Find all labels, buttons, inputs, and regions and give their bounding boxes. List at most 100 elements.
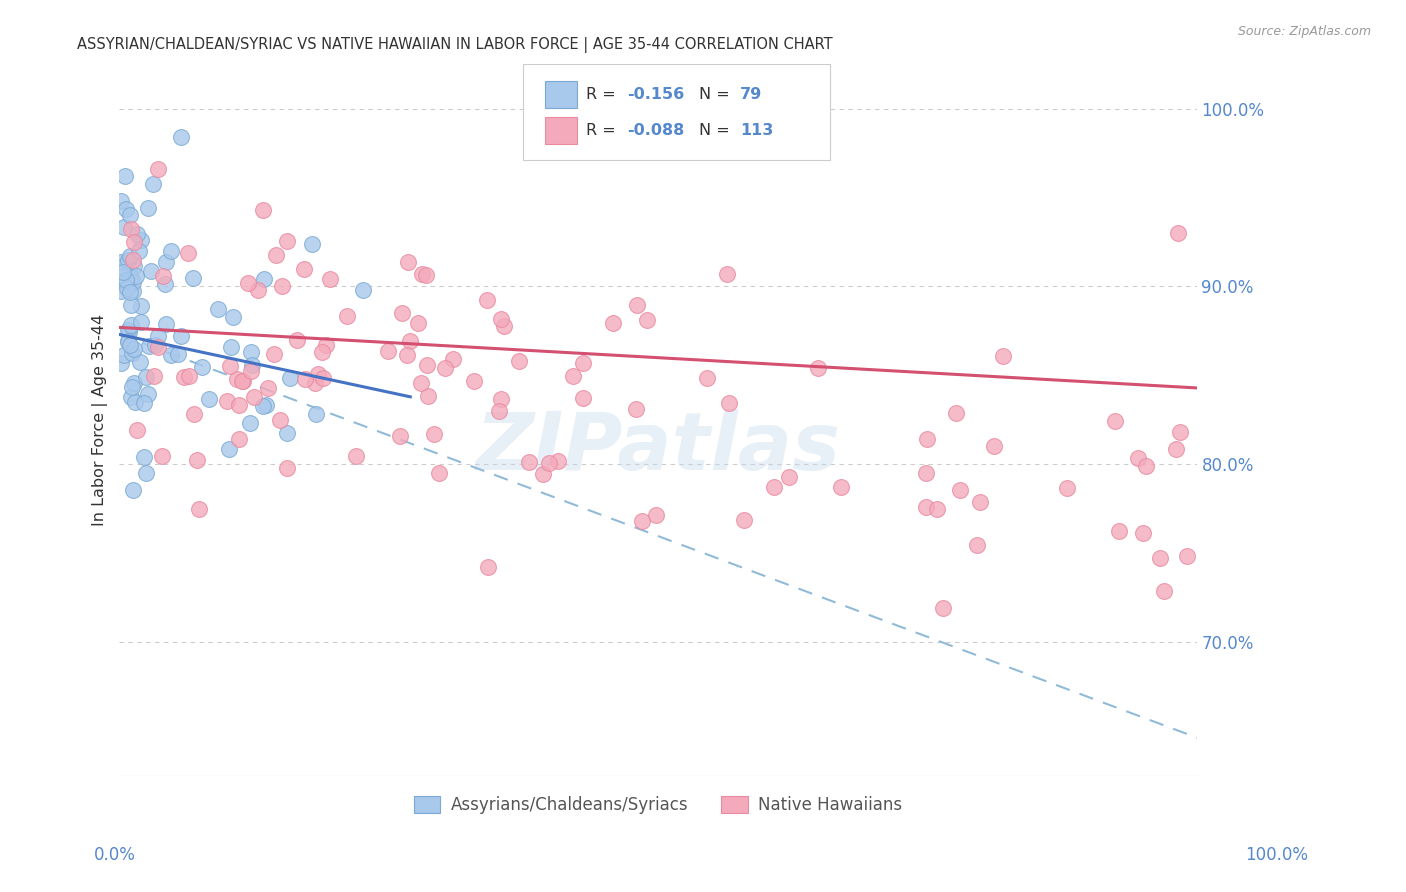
- Point: [915, 466, 938, 480]
- Point: [312, 371, 335, 385]
- Point: [488, 403, 510, 417]
- Point: [221, 310, 243, 325]
- Point: [118, 338, 141, 352]
- Point: [631, 514, 654, 528]
- Point: [121, 380, 143, 394]
- Point: [517, 455, 540, 469]
- Point: [121, 275, 143, 289]
- Point: [716, 267, 738, 281]
- Point: [416, 389, 439, 403]
- Point: [477, 560, 499, 574]
- Point: [253, 272, 276, 286]
- Point: [122, 483, 145, 497]
- Y-axis label: In Labor Force | Age 35-44: In Labor Force | Age 35-44: [93, 314, 108, 526]
- Point: [197, 392, 219, 407]
- Point: [285, 333, 308, 347]
- Point: [292, 261, 315, 276]
- Point: [492, 318, 515, 333]
- Point: [718, 395, 741, 409]
- Point: [571, 356, 593, 370]
- Point: [115, 202, 138, 216]
- Point: [423, 427, 446, 442]
- Point: [166, 346, 188, 360]
- Point: [807, 360, 830, 375]
- Text: -0.088: -0.088: [627, 123, 685, 138]
- Point: [231, 375, 253, 389]
- Point: [346, 449, 368, 463]
- Point: [276, 461, 298, 475]
- Point: [463, 375, 485, 389]
- Point: [391, 306, 413, 320]
- Point: [733, 513, 755, 527]
- Point: [129, 355, 152, 369]
- Point: [396, 255, 419, 269]
- Point: [160, 348, 183, 362]
- Legend: Assyrians/Chaldeans/Syriacs, Native Hawaiians: Assyrians/Chaldeans/Syriacs, Native Hawa…: [408, 789, 908, 821]
- Point: [120, 285, 142, 300]
- Point: [120, 390, 142, 404]
- Point: [236, 276, 259, 290]
- Point: [125, 423, 148, 437]
- Point: [531, 467, 554, 481]
- Point: [114, 273, 136, 287]
- Point: [155, 277, 177, 291]
- Point: [114, 169, 136, 183]
- Point: [1056, 481, 1078, 495]
- Point: [207, 302, 229, 317]
- Point: [1104, 414, 1126, 428]
- Point: [602, 316, 624, 330]
- Point: [118, 325, 141, 339]
- Point: [966, 538, 988, 552]
- Point: [243, 391, 266, 405]
- Point: [915, 500, 938, 514]
- Point: [112, 220, 135, 235]
- Point: [132, 396, 155, 410]
- Point: [778, 469, 800, 483]
- Point: [131, 233, 153, 247]
- Point: [377, 343, 399, 358]
- Point: [1149, 551, 1171, 566]
- Point: [173, 369, 195, 384]
- Point: [121, 345, 143, 359]
- Point: [429, 467, 451, 481]
- Point: [232, 374, 254, 388]
- Point: [143, 368, 166, 383]
- Point: [304, 376, 326, 390]
- Point: [135, 466, 157, 480]
- Point: [571, 391, 593, 405]
- Point: [135, 370, 157, 384]
- Text: 100.0%: 100.0%: [1246, 846, 1308, 863]
- Point: [228, 399, 250, 413]
- Point: [254, 398, 277, 412]
- Point: [187, 501, 209, 516]
- Point: [122, 376, 145, 390]
- Point: [408, 316, 430, 330]
- Point: [117, 252, 139, 267]
- Text: ASSYRIAN/CHALDEAN/SYRIAC VS NATIVE HAWAIIAN IN LABOR FORCE | AGE 35-44 CORRELATI: ASSYRIAN/CHALDEAN/SYRIAC VS NATIVE HAWAI…: [77, 37, 832, 54]
- Point: [932, 600, 955, 615]
- FancyBboxPatch shape: [523, 64, 831, 161]
- Point: [945, 406, 967, 420]
- Point: [263, 347, 285, 361]
- Point: [183, 407, 205, 421]
- Point: [311, 345, 333, 359]
- Point: [129, 315, 152, 329]
- Point: [110, 194, 132, 208]
- Point: [319, 272, 342, 286]
- Text: Source: ZipAtlas.com: Source: ZipAtlas.com: [1237, 25, 1371, 38]
- Point: [1168, 425, 1191, 440]
- Point: [122, 343, 145, 357]
- Point: [388, 429, 411, 443]
- Point: [124, 235, 146, 249]
- Point: [547, 453, 569, 467]
- Point: [538, 456, 561, 470]
- Point: [1164, 442, 1187, 457]
- Point: [122, 284, 145, 298]
- Point: [489, 312, 512, 326]
- Point: [120, 269, 142, 284]
- Point: [150, 449, 173, 463]
- Point: [239, 364, 262, 378]
- Point: [983, 439, 1005, 453]
- Point: [112, 348, 135, 362]
- Point: [294, 372, 316, 386]
